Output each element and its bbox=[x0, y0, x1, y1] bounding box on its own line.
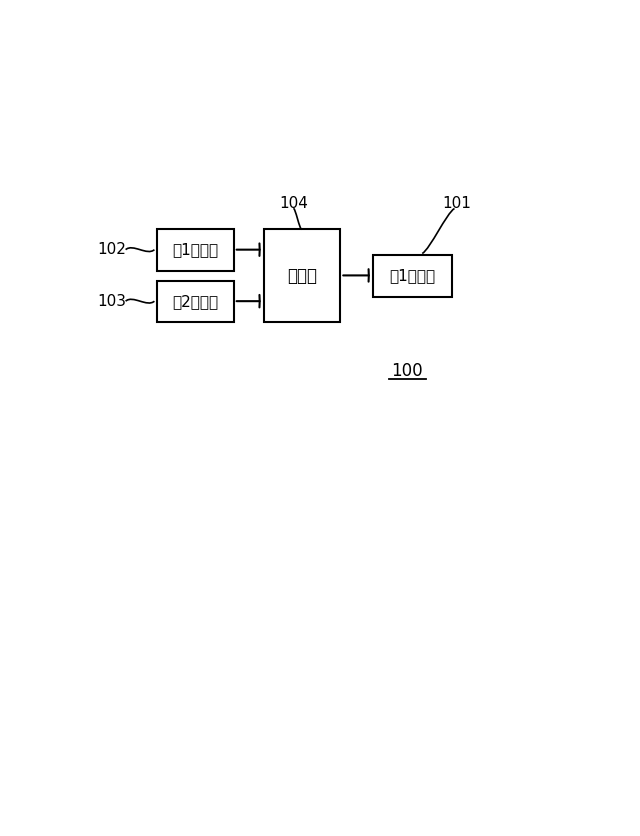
Bar bbox=[157, 281, 234, 323]
Text: 103: 103 bbox=[98, 293, 127, 308]
Text: 第1表示部: 第1表示部 bbox=[389, 268, 435, 283]
Text: 制御部: 制御部 bbox=[287, 267, 317, 285]
Text: 100: 100 bbox=[392, 362, 423, 380]
Text: 101: 101 bbox=[442, 196, 472, 211]
Text: 102: 102 bbox=[98, 242, 127, 257]
Text: 104: 104 bbox=[279, 196, 308, 211]
Bar bbox=[157, 229, 234, 271]
Text: 第2入力部: 第2入力部 bbox=[172, 294, 218, 309]
Bar bbox=[372, 255, 452, 297]
Bar bbox=[264, 229, 340, 323]
Text: 第1入力部: 第1入力部 bbox=[172, 242, 218, 257]
